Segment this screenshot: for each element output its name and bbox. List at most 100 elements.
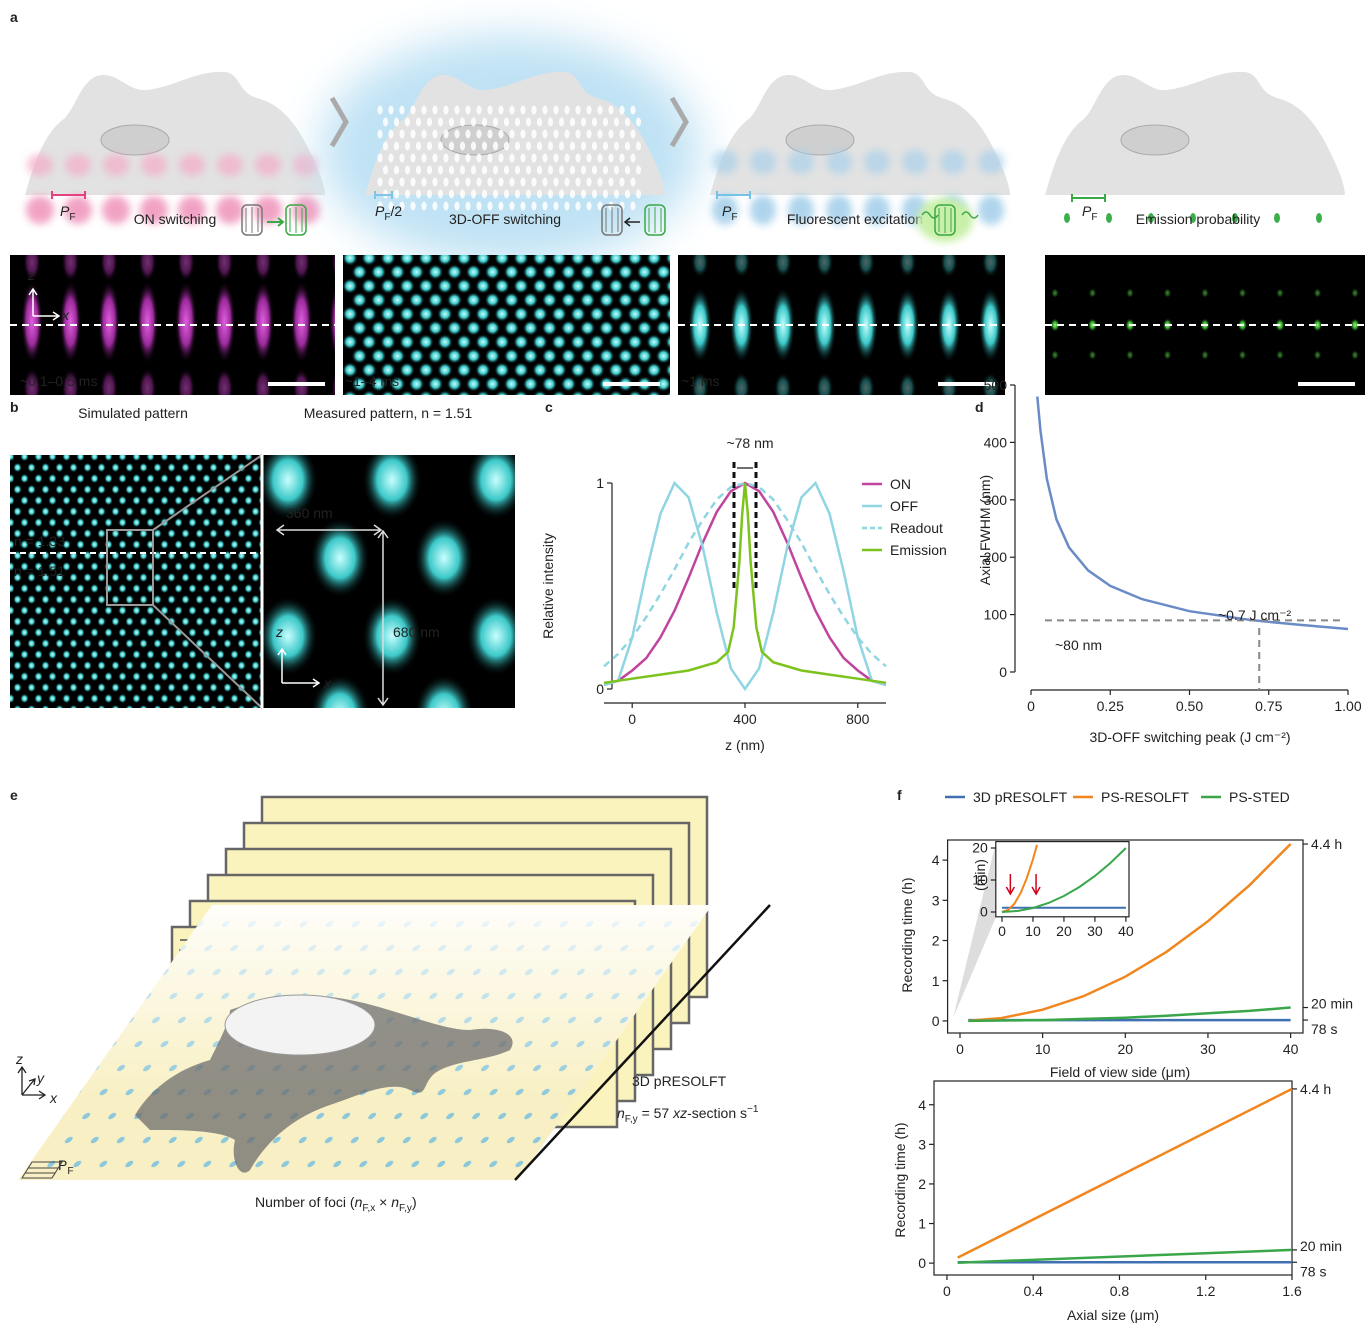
readout-spot bbox=[978, 195, 1004, 225]
off-node bbox=[399, 390, 415, 406]
series-line bbox=[1037, 397, 1348, 630]
off-node bbox=[447, 320, 463, 336]
off-node bbox=[485, 320, 501, 336]
exposure-time: ~0.1–0.5 ms bbox=[20, 373, 97, 389]
off-node bbox=[599, 292, 615, 308]
on-spot bbox=[217, 154, 243, 176]
off-dot bbox=[548, 118, 553, 127]
off-node bbox=[466, 376, 482, 392]
off-node bbox=[561, 320, 577, 336]
off-dot bbox=[405, 166, 410, 175]
off-dot bbox=[619, 130, 624, 139]
off-node bbox=[342, 250, 358, 266]
cell-body bbox=[710, 72, 1010, 195]
rate-label-part: = 57 bbox=[638, 1105, 673, 1121]
off-node bbox=[570, 306, 586, 322]
off-node bbox=[466, 348, 482, 364]
off-node bbox=[494, 306, 510, 322]
x-axis-label: 3D-OFF switching peak (J cm⁻²) bbox=[1089, 729, 1290, 745]
y-tick-label: 3 bbox=[932, 892, 940, 908]
off-dot bbox=[592, 142, 597, 151]
off-dot bbox=[427, 190, 432, 199]
measured-image bbox=[262, 455, 515, 708]
emission-dot bbox=[1316, 213, 1322, 223]
off-node bbox=[485, 376, 501, 392]
off-node bbox=[466, 292, 482, 308]
off-node bbox=[580, 264, 596, 280]
off-node bbox=[523, 320, 539, 336]
off-dot bbox=[432, 106, 437, 115]
on-focus-side bbox=[293, 242, 311, 282]
off-node bbox=[618, 292, 634, 308]
off-dot bbox=[553, 130, 558, 139]
off-node bbox=[570, 390, 586, 406]
off-dot bbox=[619, 154, 624, 163]
off-node bbox=[637, 348, 653, 364]
off-dot bbox=[542, 130, 547, 139]
y-axis-label: Axial FWHM (nm) bbox=[977, 475, 993, 585]
off-node bbox=[532, 278, 548, 294]
off-dot bbox=[559, 142, 564, 151]
x-tick-label: 0 bbox=[628, 711, 636, 727]
off-dot bbox=[476, 154, 481, 163]
y-tick-label: 4 bbox=[932, 852, 940, 868]
off-node bbox=[580, 348, 596, 364]
readout-side bbox=[857, 246, 875, 278]
off-dot bbox=[482, 118, 487, 127]
off-dot bbox=[608, 154, 613, 163]
off-dot bbox=[416, 190, 421, 199]
y-tick-label: 3 bbox=[918, 1136, 926, 1152]
off-dot bbox=[564, 106, 569, 115]
off-dot bbox=[630, 130, 635, 139]
off-dot bbox=[460, 190, 465, 199]
off-node bbox=[352, 264, 368, 280]
off-node bbox=[380, 278, 396, 294]
off-node bbox=[627, 362, 643, 378]
y-tick-label: 2 bbox=[932, 933, 940, 949]
x-tick-label: 400 bbox=[733, 711, 757, 727]
period-label: 680 nm bbox=[393, 624, 440, 640]
x-tick-label: 0.25 bbox=[1097, 698, 1124, 714]
off-dot bbox=[614, 190, 619, 199]
off-dot bbox=[520, 130, 525, 139]
off-dot bbox=[394, 166, 399, 175]
on-focus-side bbox=[100, 368, 118, 408]
off-dot bbox=[482, 142, 487, 151]
off-node bbox=[656, 292, 672, 308]
off-dot bbox=[399, 130, 404, 139]
off-node bbox=[532, 306, 548, 322]
off-dot bbox=[449, 190, 454, 199]
x-tick-label: 1.6 bbox=[1282, 1283, 1302, 1299]
off-dot bbox=[636, 118, 641, 127]
legend-label: PS-STED bbox=[1229, 789, 1290, 805]
off-dot bbox=[509, 202, 514, 211]
y-tick-label: 100 bbox=[984, 607, 1008, 623]
on-focus-side bbox=[216, 368, 234, 408]
off-dot bbox=[531, 178, 536, 187]
y-axis-label: Relative intensity bbox=[540, 533, 556, 639]
off-dot bbox=[465, 202, 470, 211]
emission-side bbox=[1089, 350, 1097, 360]
off-node bbox=[580, 376, 596, 392]
y-tick-label: 0 bbox=[999, 664, 1007, 680]
on-focus-side bbox=[254, 368, 272, 408]
cell-illustration bbox=[320, 35, 700, 265]
off-dot bbox=[454, 154, 459, 163]
off-node bbox=[542, 320, 558, 336]
step-label: ON switching bbox=[134, 211, 216, 227]
x-tick-label: 30 bbox=[1200, 1041, 1216, 1057]
cell-body bbox=[1045, 72, 1345, 195]
emission-dot bbox=[1064, 213, 1070, 223]
axis-label: x bbox=[61, 307, 70, 323]
foci-label-part: n bbox=[355, 1194, 363, 1210]
off-dot bbox=[520, 178, 525, 187]
off-dot bbox=[586, 154, 591, 163]
off-node bbox=[589, 362, 605, 378]
off-dot bbox=[504, 142, 509, 151]
off-dot bbox=[471, 142, 476, 151]
off-node bbox=[627, 250, 643, 266]
off-dot bbox=[520, 154, 525, 163]
off-node bbox=[561, 376, 577, 392]
off-node bbox=[646, 278, 662, 294]
off-dot bbox=[410, 178, 415, 187]
